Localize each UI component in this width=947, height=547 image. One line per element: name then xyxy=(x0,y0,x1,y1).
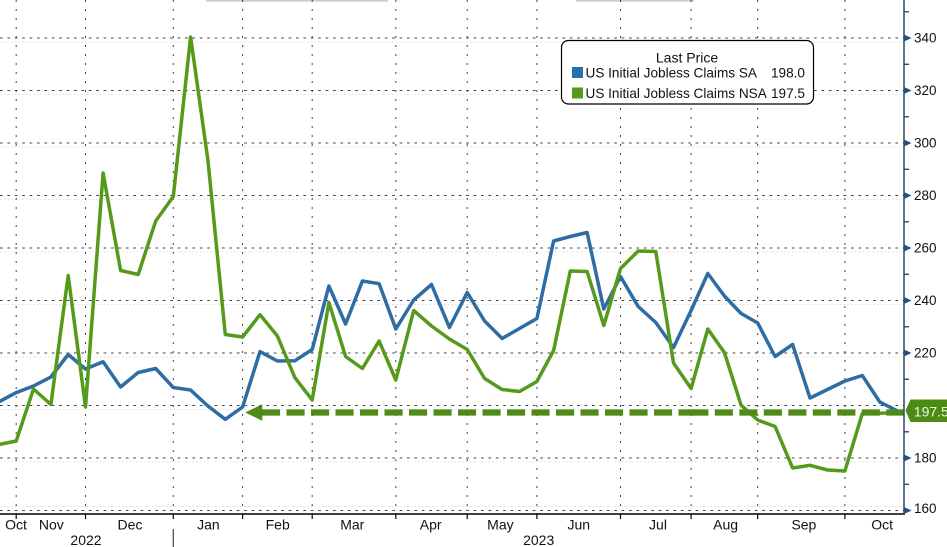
svg-text:Oct: Oct xyxy=(871,517,893,533)
svg-text:300: 300 xyxy=(914,136,937,151)
svg-text:Jan: Jan xyxy=(197,517,220,533)
svg-text:198.0: 198.0 xyxy=(771,66,805,81)
svg-text:2022: 2022 xyxy=(70,532,101,547)
svg-text:260: 260 xyxy=(914,241,937,256)
svg-text:160: 160 xyxy=(914,501,937,516)
svg-text:Nov: Nov xyxy=(39,517,64,533)
svg-text:Oct: Oct xyxy=(5,517,27,533)
svg-text:320: 320 xyxy=(914,83,937,98)
svg-text:Apr: Apr xyxy=(420,517,442,533)
svg-text:Feb: Feb xyxy=(266,517,290,533)
svg-text:197.5: 197.5 xyxy=(771,86,805,101)
svg-text:2023: 2023 xyxy=(523,532,554,547)
svg-text:340: 340 xyxy=(914,31,937,46)
svg-text:Mar: Mar xyxy=(340,517,364,533)
svg-text:180: 180 xyxy=(914,451,937,466)
svg-text:220: 220 xyxy=(914,346,937,361)
svg-text:Last Price: Last Price xyxy=(656,50,718,66)
svg-text:Dec: Dec xyxy=(118,517,143,533)
svg-text:Jul: Jul xyxy=(649,517,667,533)
svg-text:280: 280 xyxy=(914,188,937,203)
svg-text:US Initial Jobless Claims SA: US Initial Jobless Claims SA xyxy=(586,66,758,81)
svg-text:Aug: Aug xyxy=(713,517,738,533)
svg-text:240: 240 xyxy=(914,293,937,308)
svg-text:197.5: 197.5 xyxy=(914,404,947,420)
svg-text:Sep: Sep xyxy=(791,517,816,533)
svg-text:Jun: Jun xyxy=(568,517,591,533)
svg-text:US Initial Jobless Claims NSA: US Initial Jobless Claims NSA xyxy=(586,86,768,101)
svg-text:May: May xyxy=(487,517,513,533)
